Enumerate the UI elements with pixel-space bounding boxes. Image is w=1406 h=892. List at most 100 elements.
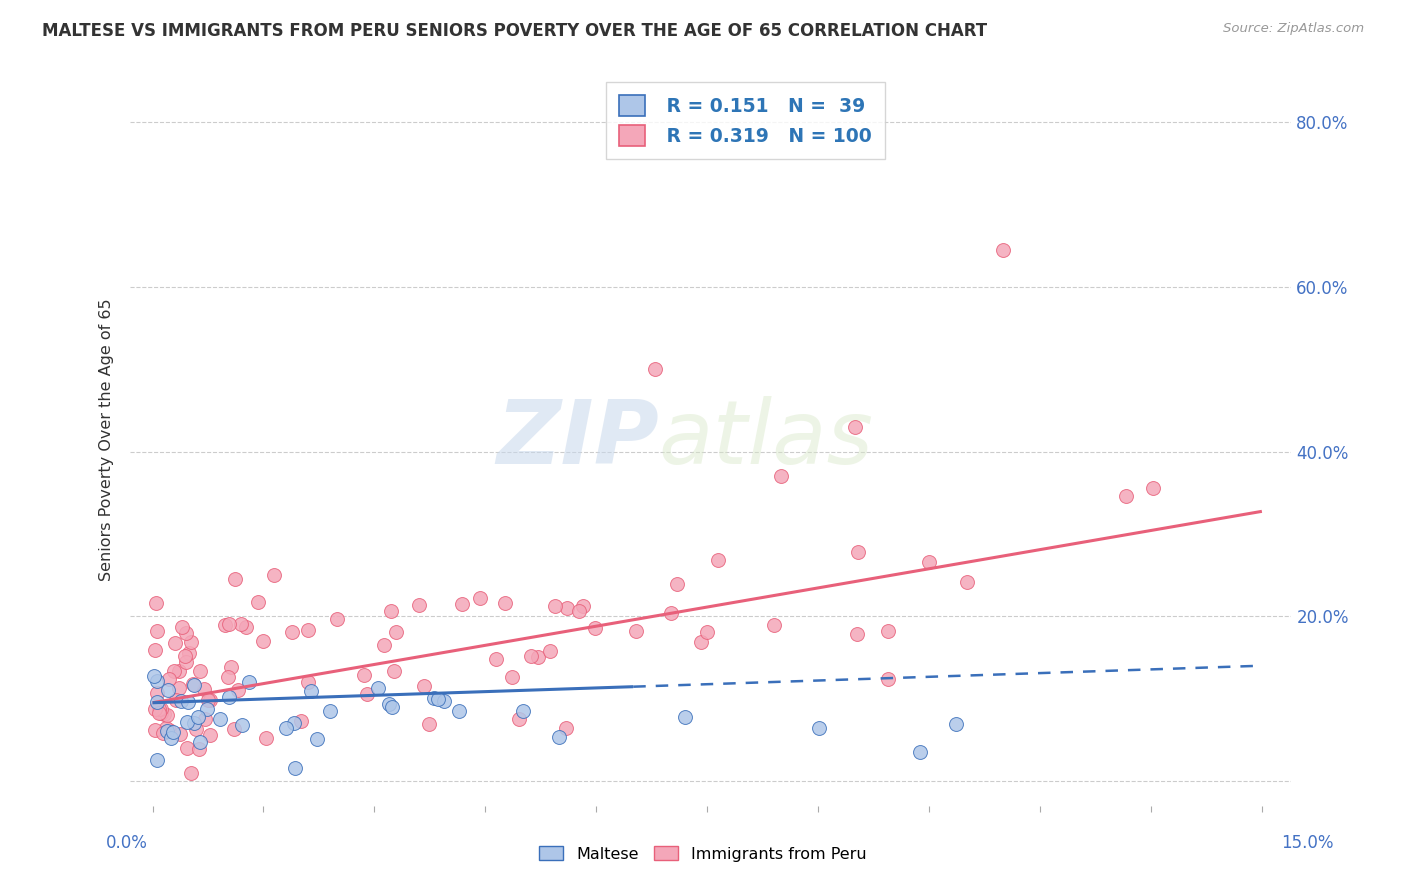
Point <box>644 362 666 376</box>
Point <box>307 732 329 747</box>
Text: Source: ZipAtlas.com: Source: ZipAtlas.com <box>1223 22 1364 36</box>
Point <box>229 617 252 632</box>
Point <box>157 723 180 737</box>
Point <box>468 591 491 605</box>
Point <box>183 678 205 692</box>
Point <box>214 617 236 632</box>
Point <box>167 664 190 678</box>
Point <box>150 701 173 715</box>
Point <box>433 694 456 708</box>
Point <box>156 723 179 738</box>
Point <box>163 664 186 678</box>
Point <box>659 606 682 620</box>
Point <box>763 618 786 632</box>
Point <box>143 702 166 716</box>
Point <box>548 730 571 744</box>
Point <box>707 553 730 567</box>
Point <box>624 624 647 638</box>
Point <box>218 690 240 705</box>
Point <box>152 725 174 739</box>
Point <box>381 700 404 714</box>
Point <box>568 604 591 618</box>
Point <box>666 576 689 591</box>
Point <box>297 623 319 637</box>
Point <box>148 701 170 715</box>
Point <box>183 715 205 730</box>
Point <box>208 712 231 726</box>
Point <box>145 723 167 738</box>
Point <box>572 599 595 613</box>
Point <box>173 649 195 664</box>
Point <box>319 704 342 718</box>
Point <box>326 612 349 626</box>
Point <box>254 731 277 745</box>
Point <box>231 718 253 732</box>
Point <box>297 674 319 689</box>
Point <box>181 676 204 690</box>
Point <box>169 727 191 741</box>
Point <box>186 722 208 736</box>
Point <box>555 721 578 735</box>
Point <box>520 649 543 664</box>
Text: atlas: atlas <box>658 396 873 483</box>
Point <box>219 660 242 674</box>
Point <box>284 761 307 775</box>
Point <box>917 555 939 569</box>
Text: 0.0%: 0.0% <box>105 834 148 852</box>
Point <box>373 638 395 652</box>
Point <box>169 681 191 695</box>
Point <box>956 574 979 589</box>
Point <box>689 634 711 648</box>
Point <box>508 712 530 726</box>
Point <box>187 710 209 724</box>
Point <box>179 646 201 660</box>
Point <box>1142 481 1164 495</box>
Legend:  R = 0.151   N =  39,  R = 0.319   N = 100: R = 0.151 N = 39, R = 0.319 N = 100 <box>606 82 886 159</box>
Point <box>217 670 239 684</box>
Point <box>224 572 246 586</box>
Point <box>413 679 436 693</box>
Point <box>427 691 450 706</box>
Point <box>146 685 169 699</box>
Point <box>177 694 200 708</box>
Point <box>512 704 534 718</box>
Point <box>156 682 179 697</box>
Point <box>180 765 202 780</box>
Point <box>145 596 167 610</box>
Point <box>146 673 169 688</box>
Y-axis label: Seniors Poverty Over the Age of 65: Seniors Poverty Over the Age of 65 <box>100 298 114 581</box>
Point <box>544 599 567 613</box>
Point <box>226 682 249 697</box>
Point <box>174 626 197 640</box>
Point <box>263 567 285 582</box>
Point <box>157 672 180 686</box>
Point <box>356 687 378 701</box>
Point <box>218 616 240 631</box>
Point <box>408 598 430 612</box>
Point <box>844 420 866 434</box>
Point <box>378 697 401 711</box>
Legend: Maltese, Immigrants from Peru: Maltese, Immigrants from Peru <box>533 839 873 868</box>
Point <box>188 664 211 678</box>
Point <box>194 712 217 726</box>
Point <box>583 621 606 635</box>
Point <box>380 604 402 618</box>
Point <box>418 717 440 731</box>
Point <box>150 706 173 720</box>
Point <box>197 693 219 707</box>
Point <box>188 734 211 748</box>
Point <box>385 625 408 640</box>
Point <box>274 721 297 735</box>
Point <box>538 644 561 658</box>
Point <box>247 595 270 609</box>
Point <box>447 704 470 718</box>
Point <box>195 702 218 716</box>
Point <box>252 633 274 648</box>
Point <box>174 656 197 670</box>
Point <box>143 642 166 657</box>
Point <box>176 740 198 755</box>
Point <box>673 709 696 723</box>
Point <box>162 725 184 739</box>
Point <box>807 721 830 735</box>
Point <box>877 672 900 686</box>
